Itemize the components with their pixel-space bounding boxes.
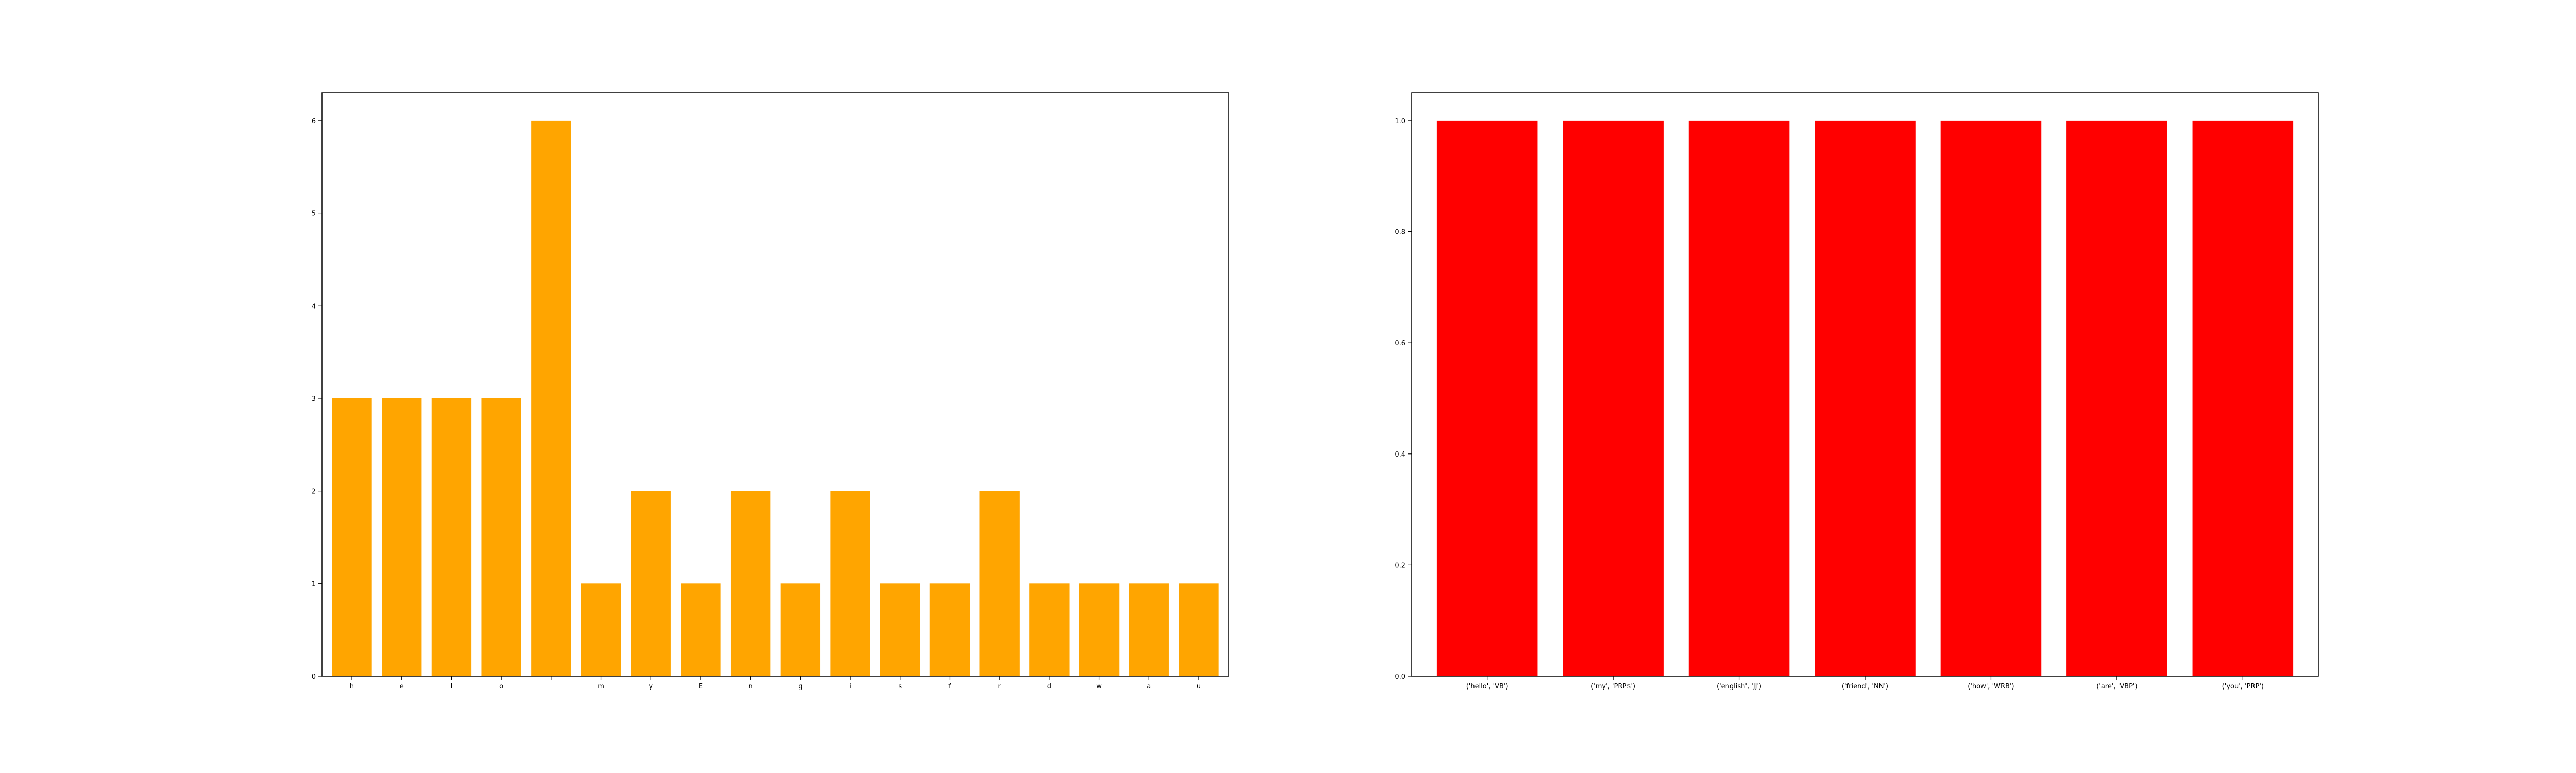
bar-16 [1129,583,1169,676]
x-tick-label: s [898,683,902,691]
x-tick-label: m [598,683,604,691]
bar-5 [581,583,621,676]
x-tick-label: ('friend', 'NN') [1842,683,1888,691]
bar-0 [1436,120,1538,676]
axes-frame [321,92,1229,677]
y-tick-label: 2 [312,488,316,496]
x-tick-label: n [749,683,753,691]
x-tick-label: o [499,683,503,691]
x-tick-label: ('you', 'PRP') [2222,683,2264,691]
y-tick-label: 4 [312,303,316,310]
bar-0 [332,398,372,676]
bar-5 [2066,120,2167,676]
x-tick-label: e [400,683,404,691]
bar-1 [1563,120,1664,676]
x-tick-label: ('hello', 'VB') [1466,683,1509,691]
bar-4 [531,120,571,676]
x-tick-label: i [849,683,851,691]
x-tick-label: l [451,683,453,691]
x-tick-label: y [649,683,653,691]
x-tick-label: a [1147,683,1151,691]
x-tick-label: h [350,683,354,691]
bar-2 [431,398,472,676]
bar-15 [1079,583,1120,676]
y-tick-label: 0.6 [1395,340,1405,347]
axes-frame [1411,92,2319,677]
x-tick-label: ('are', 'VBP') [2096,683,2137,691]
bar-4 [1940,120,2042,676]
bar-12 [929,583,970,676]
bar-7 [681,583,721,676]
x-tick-label: f [948,683,951,691]
bar-8 [730,491,771,676]
bar-1 [382,398,422,676]
y-tick-label: 1.0 [1395,117,1405,125]
bar-3 [1815,120,1916,676]
y-tick-label: 0.4 [1395,451,1405,459]
x-tick-label: ('how', 'WRB') [1968,683,2014,691]
x-tick-label: r [998,683,1001,691]
bar-6 [2192,120,2294,676]
y-tick-label: 0.8 [1395,229,1405,237]
y-tick-label: 6 [312,117,316,125]
x-tick-label: g [798,683,802,691]
bar-3 [481,398,521,676]
x-tick-label: ('english', 'JJ') [1717,683,1761,691]
y-tick-label: 0.0 [1395,673,1405,681]
y-tick-label: 0 [312,673,316,681]
bar-13 [979,491,1020,676]
right-bar-chart: 0.0 0.2 0.4 0.6 0.8 1.0 ('hello', 'VB') ('my', … [1395,92,2319,691]
y-tick-label: 0.2 [1395,562,1405,569]
bar-17 [1179,583,1219,676]
x-tick-label: ('my', 'PRP$') [1591,683,1635,691]
x-tick-label: d [1047,683,1052,691]
bar-11 [880,583,920,676]
x-tick-label: E [699,683,703,691]
y-tick-label: 5 [312,210,316,218]
bar-2 [1688,120,1790,676]
bar-14 [1029,583,1070,676]
y-tick-label: 1 [312,580,316,588]
x-tick-label: w [1096,683,1102,691]
bar-9 [780,583,821,676]
x-tick-label: u [1197,683,1201,691]
y-tick-label: 3 [312,395,316,403]
bar-10 [830,491,870,676]
bar-6 [631,491,671,676]
